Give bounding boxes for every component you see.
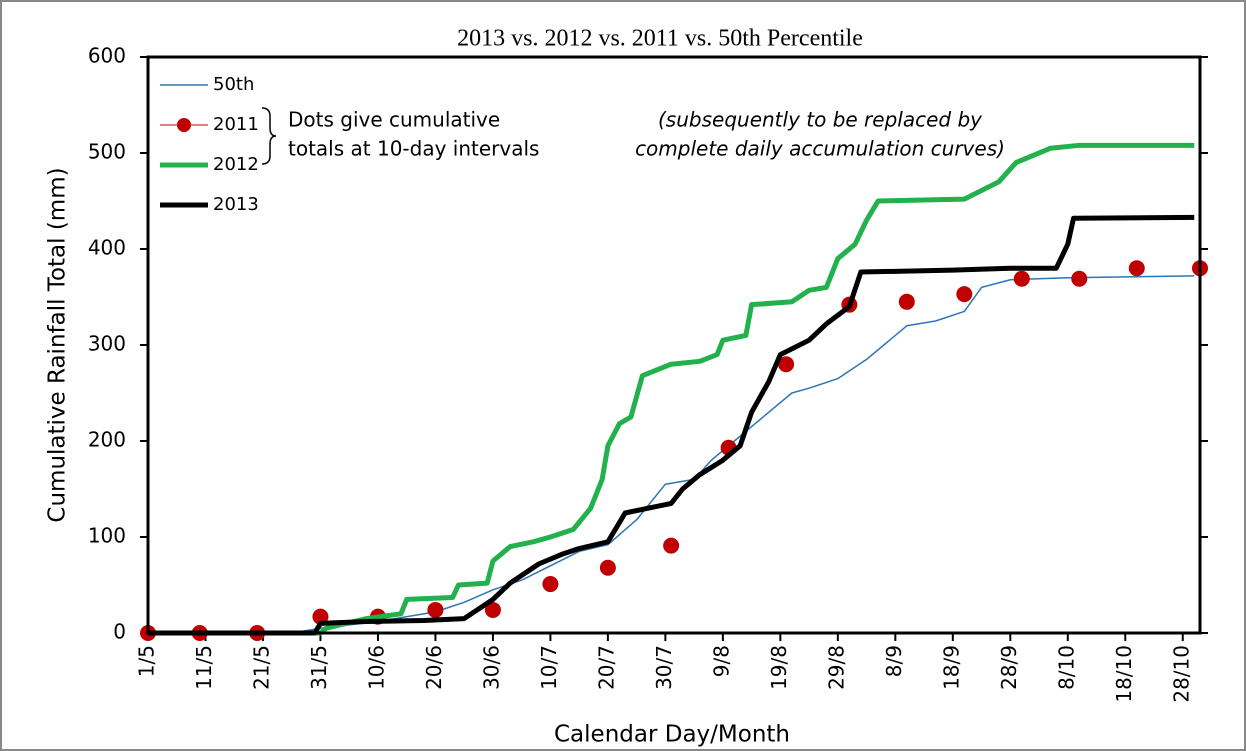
legend-label: 2012 [213, 154, 259, 175]
brace [261, 107, 277, 165]
y-tick-label: 100 [88, 524, 126, 548]
series-line [148, 214, 1195, 636]
x-tick-label: 11/5 [192, 645, 216, 690]
x-tick-label: 10/7 [537, 645, 561, 690]
chart-title: 2013 vs. 2012 vs. 2011 vs. 50th Percenti… [457, 26, 863, 52]
y-tick-label: 0 [113, 620, 126, 644]
annotation: (subsequently to be replaced by [658, 108, 983, 132]
x-tick-label: 20/6 [422, 645, 446, 690]
y-axis-title: Cumulative Rainfall Total (mm) [45, 167, 71, 522]
legend-label: 50th [213, 74, 254, 95]
y-tick-label: 200 [88, 428, 126, 452]
x-tick-label: 10/6 [364, 645, 388, 690]
dot [542, 576, 559, 593]
legend-dot [177, 118, 191, 132]
dot [427, 601, 444, 618]
dot [1071, 270, 1088, 287]
dot [1013, 270, 1030, 287]
x-tick-label: 20/7 [594, 645, 618, 690]
dot [599, 559, 616, 576]
x-tick-label: 30/7 [652, 645, 676, 690]
dot [663, 537, 680, 554]
x-tick-label: 19/8 [767, 645, 791, 690]
x-tick-label: 31/5 [307, 645, 331, 690]
legend-label: 2013 [213, 194, 259, 215]
dot [898, 293, 915, 310]
y-tick-label: 500 [88, 140, 126, 164]
series-line [148, 142, 1195, 636]
x-tick-label: 21/5 [249, 645, 273, 690]
dot [956, 286, 973, 303]
annotation: complete daily accumulation curves) [635, 137, 1005, 161]
y-tick-label: 400 [88, 236, 126, 260]
x-tick-label: 28/9 [997, 645, 1021, 690]
x-tick-label: 18/10 [1112, 645, 1136, 703]
x-tick-label: 30/6 [479, 645, 503, 690]
legend-label: 2011 [213, 114, 259, 135]
dot [312, 608, 329, 625]
plot-frame [146, 55, 1202, 635]
x-tick-label: 9/8 [709, 645, 733, 677]
x-tick-label: 18/9 [939, 645, 963, 690]
x-tick-label: 8/10 [1054, 645, 1078, 690]
annotation: Dots give cumulative [288, 108, 500, 132]
dot [484, 601, 501, 618]
x-tick-label: 1/5 [135, 645, 159, 677]
y-tick-label: 300 [88, 332, 126, 356]
x-tick-label: 29/8 [824, 645, 848, 690]
annotation: totals at 10-day intervals [288, 137, 539, 161]
y-tick-label: 600 [88, 44, 126, 68]
x-tick-label: 8/9 [882, 645, 906, 677]
dot [778, 356, 795, 373]
x-tick-label: 28/10 [1169, 645, 1193, 703]
x-axis-title: Calendar Day/Month [554, 722, 790, 748]
dot [1128, 260, 1145, 277]
